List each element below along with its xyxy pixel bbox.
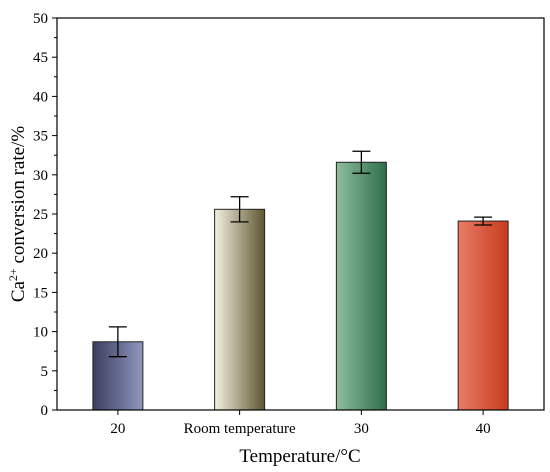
y-tick-label-9: 45 — [33, 50, 48, 66]
y-tick-label-8: 40 — [33, 89, 48, 105]
x-tick-label-0: 20 — [110, 421, 125, 437]
error-bar-1 — [230, 196, 249, 223]
y-tick-label-0: 0 — [41, 403, 49, 419]
bar-1 — [214, 208, 266, 411]
bar-2 — [335, 161, 387, 411]
y-tick-label-1: 5 — [41, 364, 49, 380]
error-bar-3 — [474, 216, 493, 226]
y-tick-label-4: 20 — [33, 246, 48, 262]
error-bar-0 — [108, 326, 127, 358]
error-bar-2 — [352, 150, 371, 174]
x-tick-label-1: Room temperature — [184, 421, 296, 437]
bar-3 — [457, 220, 509, 411]
y-tick-label-2: 10 — [33, 325, 48, 341]
y-tick-label-7: 35 — [33, 129, 48, 145]
x-tick-label-2: 30 — [354, 421, 369, 437]
y-tick-label-3: 15 — [33, 285, 48, 301]
y-tick-label-10: 50 — [33, 11, 48, 27]
y-axis-title: Ca2+ conversion rate/% — [6, 126, 29, 303]
y-tick-label-6: 30 — [33, 168, 48, 184]
y-tick-label-5: 25 — [33, 207, 48, 223]
x-axis-title: Temperature/°C — [239, 446, 360, 467]
x-tick-label-3: 40 — [476, 421, 491, 437]
